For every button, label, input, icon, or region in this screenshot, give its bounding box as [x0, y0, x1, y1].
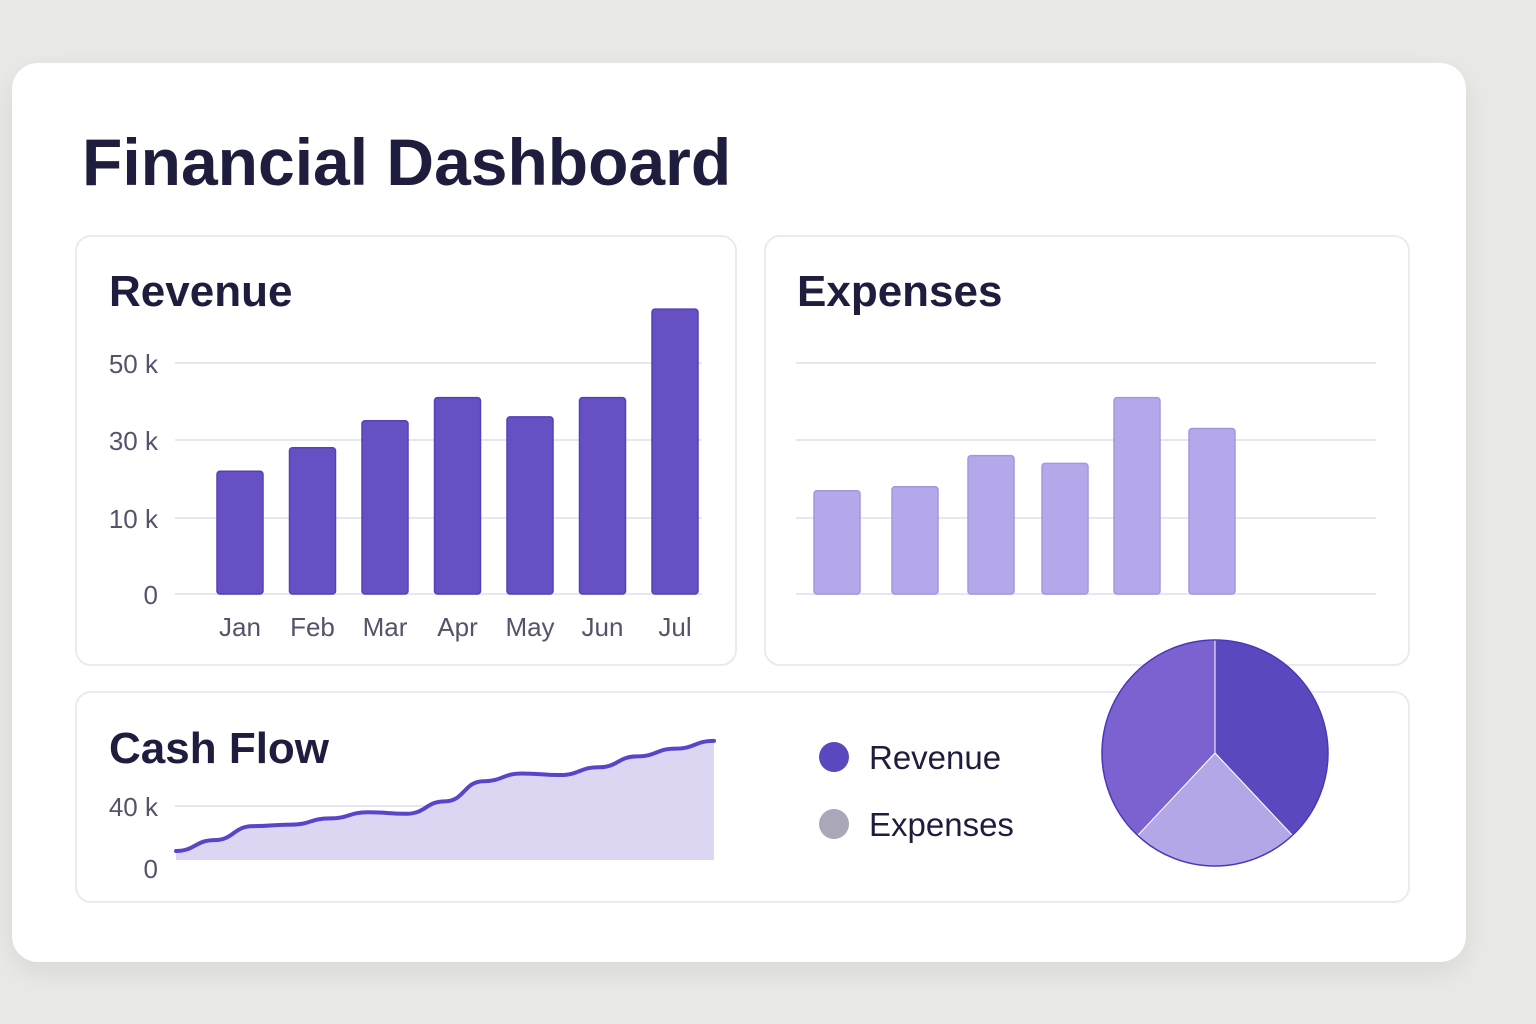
revenue-x-tick: Apr	[437, 612, 478, 642]
revenue-bar	[433, 396, 482, 595]
revenue-bar	[651, 308, 699, 595]
legend-expenses-label: Expenses	[869, 806, 1014, 843]
revenue-x-tick: Mar	[363, 612, 408, 642]
cashflow-y-tick: 40 k	[109, 792, 159, 822]
revenue-x-tick: Jun	[582, 612, 624, 642]
revenue-y-tick: 10 k	[109, 504, 159, 534]
revenue-x-tick: Jan	[219, 612, 261, 642]
revenue-bar	[578, 396, 627, 595]
revenue-bar	[216, 470, 264, 595]
cashflow-title: Cash Flow	[109, 724, 330, 773]
revenue-bar	[361, 420, 409, 595]
cashflow-area	[176, 740, 714, 860]
cashflow-y-tick: 0	[144, 854, 158, 884]
cashflow-line	[174, 738, 716, 853]
revenue-y-tick: 50 k	[109, 349, 159, 379]
expenses-title: Expenses	[797, 267, 1002, 316]
page-title: Financial Dashboard	[82, 125, 731, 199]
expenses-bar	[813, 489, 861, 595]
legend-revenue-label: Revenue	[869, 739, 1001, 776]
revenue-title: Revenue	[109, 267, 292, 316]
revenue-y-tick: 30 k	[109, 426, 159, 456]
revenue-bar	[288, 447, 337, 595]
expenses-bar	[1188, 427, 1236, 595]
revenue-x-tick: Jul	[658, 612, 691, 642]
revenue-bar	[506, 416, 554, 595]
revenue-y-tick: 0	[144, 580, 158, 610]
revenue-x-tick: Feb	[290, 612, 335, 642]
expenses-bar	[1041, 462, 1089, 595]
legend-revenue-dot	[819, 742, 849, 772]
revenue-x-tick: May	[505, 612, 554, 642]
expenses-bar	[967, 454, 1015, 595]
legend-expenses-dot	[819, 809, 849, 839]
expenses-bar	[891, 486, 939, 595]
pie-outline	[1101, 639, 1329, 867]
expenses-bar	[1113, 396, 1161, 595]
